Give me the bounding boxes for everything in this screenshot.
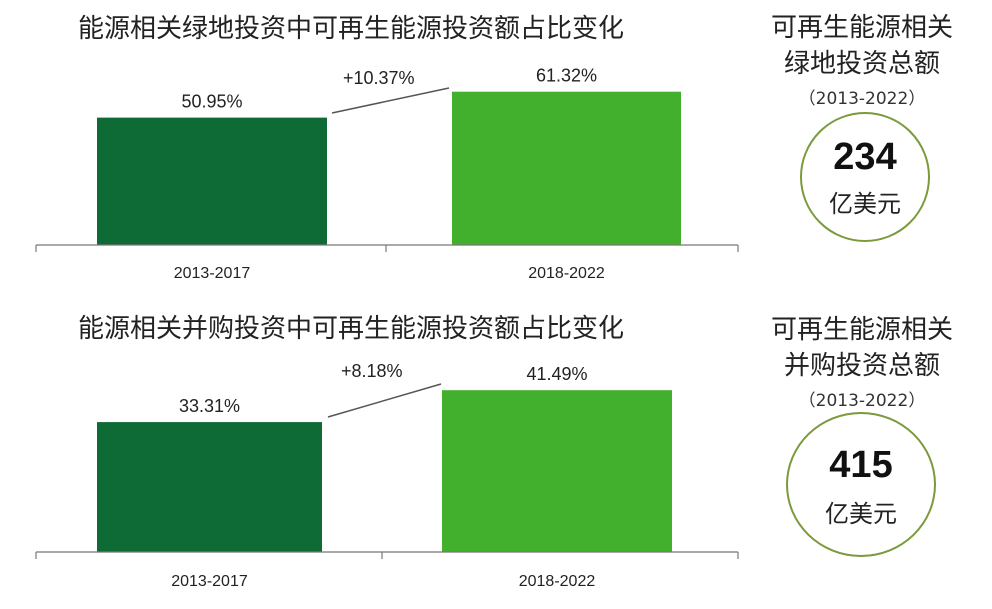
- data-label-0-1: 61.32%: [536, 66, 597, 86]
- total-unit-ma: 亿美元: [825, 500, 897, 528]
- category-label-1-0: 2013-2017: [171, 573, 248, 590]
- total-badge-ma: 415 亿美元: [786, 412, 936, 557]
- change-connector-1: [327, 383, 442, 418]
- chart-title-ma: 能源相关并购投资中可再生能源投资额占比变化: [78, 314, 625, 344]
- bar-1-1: [442, 390, 672, 552]
- bar-0-0: [97, 117, 327, 245]
- chart-title-greenfield: 能源相关绿地投资中可再生能源投资额占比变化: [78, 14, 625, 44]
- change-label-1: +8.18%: [341, 361, 403, 381]
- change-connector-0: [331, 87, 450, 114]
- data-label-1-0: 33.31%: [179, 396, 240, 416]
- side-title-greenfield-line2: 绿地投资总额: [783, 49, 940, 79]
- category-label-0-0: 2013-2017: [174, 265, 251, 282]
- side-title-greenfield-line1: 可再生能源相关: [770, 13, 953, 43]
- data-label-1-1: 41.49%: [526, 364, 587, 384]
- side-period-greenfield: （2013-2022）: [798, 89, 926, 109]
- bar-1-0: [97, 422, 322, 552]
- side-title-ma-line1: 可再生能源相关: [770, 315, 953, 345]
- total-value-greenfield: 234: [833, 136, 897, 178]
- total-badge-greenfield: 234 亿美元: [800, 112, 930, 242]
- side-period-ma: （2013-2022）: [798, 391, 926, 411]
- side-title-ma-line2: 并购投资总额: [783, 351, 940, 381]
- category-label-1-1: 2018-2022: [519, 573, 596, 590]
- bar-0-1: [452, 91, 681, 245]
- category-label-0-1: 2018-2022: [528, 265, 605, 282]
- total-unit-greenfield: 亿美元: [829, 190, 901, 218]
- data-label-0-0: 50.95%: [181, 92, 242, 112]
- change-label-0: +10.37%: [343, 68, 415, 88]
- total-value-ma: 415: [829, 444, 893, 486]
